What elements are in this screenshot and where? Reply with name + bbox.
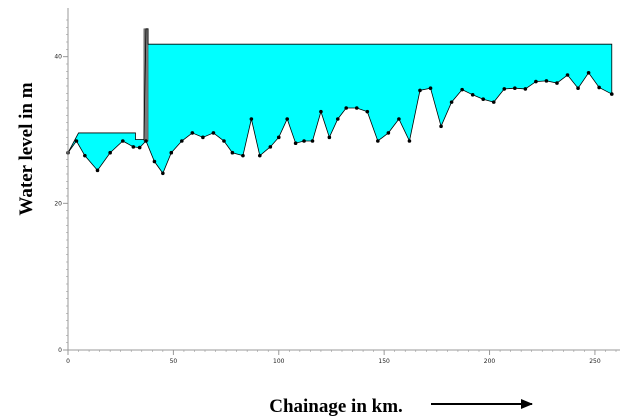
bed-point (481, 97, 486, 101)
bed-point (285, 117, 290, 121)
bed-point (460, 87, 464, 92)
bed-point (565, 73, 570, 77)
x-tick-label: 0 (66, 358, 70, 365)
bed-point (241, 153, 245, 158)
bed-point (491, 100, 496, 104)
bed-point (137, 145, 142, 150)
y-tick-label: 40 (54, 54, 62, 61)
bed-point (470, 93, 475, 97)
bed-point (376, 139, 380, 143)
water-area-layer (68, 28, 612, 174)
bed-point (180, 139, 184, 143)
bed-point (249, 117, 254, 121)
bed-point (449, 100, 454, 104)
bed-point (586, 71, 591, 75)
x-axis-title: Chainage in km. (269, 396, 403, 417)
bed-point (354, 106, 359, 110)
bed-point (293, 141, 298, 145)
bed-point (534, 79, 538, 84)
x-tick-label: 50 (170, 358, 178, 365)
bed-point (222, 139, 226, 143)
bed-point (144, 139, 148, 143)
bed-point (230, 150, 235, 155)
water-area (68, 28, 612, 174)
bed-point (418, 88, 422, 93)
bed-point (523, 87, 528, 91)
bed-point (597, 85, 601, 90)
bed-point (74, 139, 79, 143)
bed-point (555, 81, 559, 85)
water-surface-line (67, 28, 613, 153)
bed-point (201, 135, 205, 140)
bed-point (131, 145, 136, 149)
bed-point (268, 145, 273, 149)
bed-point (276, 135, 281, 140)
bed-point (108, 150, 112, 155)
bed-point (83, 153, 87, 158)
x-tick-label: 250 (589, 358, 601, 365)
bed-point (428, 86, 433, 90)
x-tick-label: 100 (273, 358, 285, 365)
bed-point (152, 159, 157, 164)
y-tick-label: 0 (58, 347, 62, 354)
bed-point (95, 168, 100, 173)
bed-point (344, 106, 349, 110)
x-tick-label: 150 (378, 358, 390, 365)
bed-point (439, 124, 443, 129)
bed-point (169, 150, 174, 155)
bed-point (386, 131, 391, 135)
bed-point (365, 109, 370, 114)
bed-point (121, 139, 125, 143)
bed-point (407, 139, 412, 143)
bed-point (258, 153, 262, 158)
bed-point (576, 86, 580, 90)
bed-point (302, 139, 306, 143)
bed-point (327, 135, 332, 140)
bed-point (397, 117, 401, 121)
y-tick-label: 20 (54, 200, 62, 207)
point-layer (66, 71, 614, 176)
bed-point (609, 92, 614, 96)
bed-point (211, 131, 216, 135)
axis-layer: 0 50 100 150 200 250 0 20 40 (54, 8, 620, 365)
bed-point (310, 139, 315, 143)
bed-point (513, 86, 517, 90)
bed-point (319, 109, 323, 114)
bed-point (190, 131, 195, 135)
bed-point (544, 79, 549, 83)
bed-point (335, 117, 340, 121)
x-tick-label: 200 (484, 358, 496, 365)
bed-point (161, 171, 165, 176)
y-axis-title: Water level in m (16, 82, 37, 215)
bed-point (502, 87, 507, 91)
